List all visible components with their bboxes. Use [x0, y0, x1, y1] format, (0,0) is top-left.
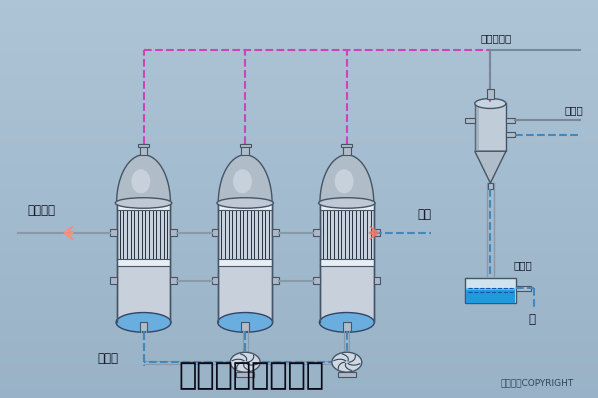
- Bar: [506, 132, 515, 137]
- Ellipse shape: [218, 312, 273, 332]
- Bar: [218, 259, 272, 266]
- Bar: [475, 103, 480, 151]
- Bar: [487, 89, 494, 98]
- Ellipse shape: [319, 259, 374, 267]
- Bar: [374, 229, 380, 236]
- Bar: [313, 229, 320, 236]
- Text: 完成液: 完成液: [97, 352, 118, 365]
- Bar: [117, 263, 170, 322]
- Ellipse shape: [115, 198, 172, 208]
- Bar: [506, 118, 515, 123]
- Bar: [320, 259, 374, 266]
- Polygon shape: [64, 226, 74, 239]
- Ellipse shape: [132, 169, 150, 193]
- Bar: [240, 144, 251, 148]
- Ellipse shape: [233, 169, 252, 193]
- Text: 加热蒸汽: 加热蒸汽: [28, 205, 56, 217]
- Bar: [218, 203, 272, 322]
- Bar: [242, 144, 249, 155]
- Ellipse shape: [218, 259, 273, 267]
- Text: 料液: 料液: [417, 209, 432, 221]
- Ellipse shape: [475, 98, 506, 109]
- Bar: [110, 229, 117, 236]
- Ellipse shape: [116, 312, 171, 332]
- Bar: [343, 144, 350, 155]
- Bar: [272, 277, 279, 284]
- Bar: [466, 289, 514, 290]
- Bar: [465, 118, 475, 123]
- Ellipse shape: [319, 312, 374, 332]
- Circle shape: [332, 352, 362, 372]
- Bar: [487, 183, 493, 189]
- Ellipse shape: [116, 259, 171, 267]
- Bar: [343, 322, 350, 331]
- Bar: [212, 277, 218, 284]
- Bar: [117, 203, 170, 209]
- Bar: [341, 144, 352, 148]
- Bar: [272, 229, 279, 236]
- Bar: [465, 278, 515, 303]
- Bar: [212, 229, 218, 236]
- Bar: [320, 203, 374, 209]
- Bar: [138, 144, 149, 148]
- Bar: [475, 103, 506, 151]
- Bar: [117, 203, 170, 322]
- Bar: [320, 203, 374, 322]
- Bar: [313, 277, 320, 284]
- Ellipse shape: [217, 198, 273, 208]
- Text: 冷却水: 冷却水: [565, 105, 583, 115]
- Bar: [320, 263, 374, 322]
- Bar: [140, 322, 147, 331]
- Bar: [170, 229, 177, 236]
- Circle shape: [230, 352, 260, 372]
- Polygon shape: [64, 226, 74, 239]
- Bar: [374, 277, 380, 284]
- Bar: [140, 144, 147, 155]
- Bar: [117, 259, 170, 266]
- Bar: [466, 289, 514, 302]
- Bar: [170, 277, 177, 284]
- Text: 水: 水: [529, 313, 536, 326]
- Bar: [515, 286, 531, 291]
- Bar: [218, 263, 272, 322]
- Text: 集水池: 集水池: [514, 261, 533, 271]
- Polygon shape: [475, 151, 506, 183]
- Text: 逆流加料蒸发流程: 逆流加料蒸发流程: [178, 362, 324, 390]
- Polygon shape: [218, 155, 272, 203]
- Polygon shape: [320, 155, 374, 203]
- Text: 不凝性气体: 不凝性气体: [481, 33, 512, 44]
- Polygon shape: [117, 155, 170, 203]
- Bar: [218, 203, 272, 209]
- Bar: [236, 372, 254, 377]
- Polygon shape: [369, 226, 379, 239]
- Text: 东方仿真COPYRIGHT: 东方仿真COPYRIGHT: [501, 378, 574, 387]
- Bar: [242, 322, 249, 331]
- Ellipse shape: [319, 198, 375, 208]
- Bar: [110, 277, 117, 284]
- Ellipse shape: [335, 169, 353, 193]
- Bar: [338, 372, 356, 377]
